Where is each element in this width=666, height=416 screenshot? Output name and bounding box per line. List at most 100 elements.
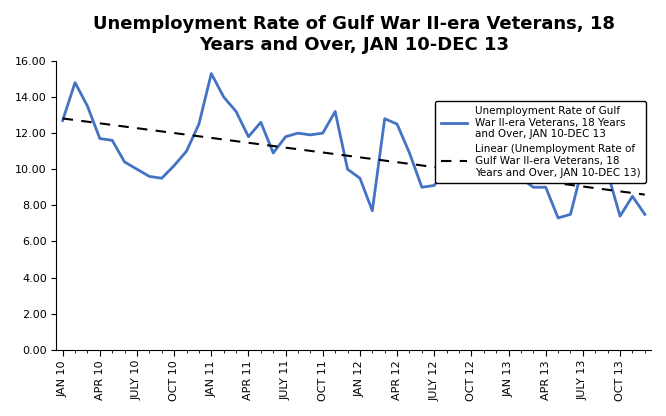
Unemployment Rate of Gulf
War II-era Veterans, 18 Years
and Over, JAN 10-DEC 13 bbox=[182, 149, 190, 154]
Linear (Unemployment Rate of
Gulf War II-era Veterans, 18
Years and Over, JAN 10-DEC 13) bbox=[455, 168, 463, 173]
Unemployment Rate of Gulf
War II-era Veterans, 18 Years
and Over, JAN 10-DEC 13 bbox=[368, 208, 376, 213]
Unemployment Rate of Gulf
War II-era Veterans, 18 Years
and Over, JAN 10-DEC 13 bbox=[96, 136, 104, 141]
Linear (Unemployment Rate of
Gulf War II-era Veterans, 18
Years and Over, JAN 10-DEC 13) bbox=[220, 137, 228, 142]
Linear (Unemployment Rate of
Gulf War II-era Veterans, 18
Years and Over, JAN 10-DEC 13) bbox=[59, 116, 67, 121]
Linear (Unemployment Rate of
Gulf War II-era Veterans, 18
Years and Over, JAN 10-DEC 13) bbox=[133, 126, 141, 131]
Unemployment Rate of Gulf
War II-era Veterans, 18 Years
and Over, JAN 10-DEC 13 bbox=[529, 185, 537, 190]
Unemployment Rate of Gulf
War II-era Veterans, 18 Years
and Over, JAN 10-DEC 13 bbox=[121, 159, 129, 164]
Linear (Unemployment Rate of
Gulf War II-era Veterans, 18
Years and Over, JAN 10-DEC 13) bbox=[83, 119, 91, 124]
Unemployment Rate of Gulf
War II-era Veterans, 18 Years
and Over, JAN 10-DEC 13 bbox=[381, 116, 389, 121]
Unemployment Rate of Gulf
War II-era Veterans, 18 Years
and Over, JAN 10-DEC 13 bbox=[591, 168, 599, 173]
Linear (Unemployment Rate of
Gulf War II-era Veterans, 18
Years and Over, JAN 10-DEC 13) bbox=[616, 189, 624, 194]
Unemployment Rate of Gulf
War II-era Veterans, 18 Years
and Over, JAN 10-DEC 13 bbox=[133, 167, 141, 172]
Unemployment Rate of Gulf
War II-era Veterans, 18 Years
and Over, JAN 10-DEC 13 bbox=[145, 174, 153, 179]
Linear (Unemployment Rate of
Gulf War II-era Veterans, 18
Years and Over, JAN 10-DEC 13) bbox=[121, 124, 129, 129]
Linear (Unemployment Rate of
Gulf War II-era Veterans, 18
Years and Over, JAN 10-DEC 13) bbox=[331, 151, 339, 156]
Linear (Unemployment Rate of
Gulf War II-era Veterans, 18
Years and Over, JAN 10-DEC 13) bbox=[158, 129, 166, 134]
Linear (Unemployment Rate of
Gulf War II-era Veterans, 18
Years and Over, JAN 10-DEC 13) bbox=[554, 181, 562, 186]
Linear (Unemployment Rate of
Gulf War II-era Veterans, 18
Years and Over, JAN 10-DEC 13) bbox=[492, 173, 500, 178]
Linear (Unemployment Rate of
Gulf War II-era Veterans, 18
Years and Over, JAN 10-DEC 13) bbox=[529, 178, 537, 183]
Linear (Unemployment Rate of
Gulf War II-era Veterans, 18
Years and Over, JAN 10-DEC 13) bbox=[579, 184, 587, 189]
Linear (Unemployment Rate of
Gulf War II-era Veterans, 18
Years and Over, JAN 10-DEC 13) bbox=[629, 191, 637, 196]
Linear (Unemployment Rate of
Gulf War II-era Veterans, 18
Years and Over, JAN 10-DEC 13) bbox=[418, 163, 426, 168]
Unemployment Rate of Gulf
War II-era Veterans, 18 Years
and Over, JAN 10-DEC 13 bbox=[517, 176, 525, 181]
Unemployment Rate of Gulf
War II-era Veterans, 18 Years
and Over, JAN 10-DEC 13 bbox=[282, 134, 290, 139]
Linear (Unemployment Rate of
Gulf War II-era Veterans, 18
Years and Over, JAN 10-DEC 13) bbox=[108, 122, 116, 127]
Linear (Unemployment Rate of
Gulf War II-era Veterans, 18
Years and Over, JAN 10-DEC 13) bbox=[71, 118, 79, 123]
Unemployment Rate of Gulf
War II-era Veterans, 18 Years
and Over, JAN 10-DEC 13 bbox=[418, 185, 426, 190]
Unemployment Rate of Gulf
War II-era Veterans, 18 Years
and Over, JAN 10-DEC 13 bbox=[207, 71, 215, 76]
Linear (Unemployment Rate of
Gulf War II-era Veterans, 18
Years and Over, JAN 10-DEC 13) bbox=[641, 192, 649, 197]
Linear (Unemployment Rate of
Gulf War II-era Veterans, 18
Years and Over, JAN 10-DEC 13) bbox=[591, 186, 599, 191]
Legend: Unemployment Rate of Gulf
War II-era Veterans, 18 Years
and Over, JAN 10-DEC 13,: Unemployment Rate of Gulf War II-era Vet… bbox=[436, 101, 646, 183]
Unemployment Rate of Gulf
War II-era Veterans, 18 Years
and Over, JAN 10-DEC 13 bbox=[629, 194, 637, 199]
Unemployment Rate of Gulf
War II-era Veterans, 18 Years
and Over, JAN 10-DEC 13 bbox=[344, 167, 352, 172]
Linear (Unemployment Rate of
Gulf War II-era Veterans, 18
Years and Over, JAN 10-DEC 13) bbox=[195, 134, 203, 139]
Linear (Unemployment Rate of
Gulf War II-era Veterans, 18
Years and Over, JAN 10-DEC 13) bbox=[541, 179, 549, 184]
Unemployment Rate of Gulf
War II-era Veterans, 18 Years
and Over, JAN 10-DEC 13 bbox=[603, 170, 611, 175]
Linear (Unemployment Rate of
Gulf War II-era Veterans, 18
Years and Over, JAN 10-DEC 13) bbox=[232, 139, 240, 144]
Linear (Unemployment Rate of
Gulf War II-era Veterans, 18
Years and Over, JAN 10-DEC 13) bbox=[282, 145, 290, 150]
Unemployment Rate of Gulf
War II-era Veterans, 18 Years
and Over, JAN 10-DEC 13 bbox=[331, 109, 339, 114]
Linear (Unemployment Rate of
Gulf War II-era Veterans, 18
Years and Over, JAN 10-DEC 13) bbox=[319, 150, 327, 155]
Unemployment Rate of Gulf
War II-era Veterans, 18 Years
and Over, JAN 10-DEC 13 bbox=[244, 134, 252, 139]
Unemployment Rate of Gulf
War II-era Veterans, 18 Years
and Over, JAN 10-DEC 13 bbox=[393, 121, 401, 126]
Linear (Unemployment Rate of
Gulf War II-era Veterans, 18
Years and Over, JAN 10-DEC 13) bbox=[603, 187, 611, 192]
Linear (Unemployment Rate of
Gulf War II-era Veterans, 18
Years and Over, JAN 10-DEC 13) bbox=[430, 165, 438, 170]
Line: Linear (Unemployment Rate of
Gulf War II-era Veterans, 18
Years and Over, JAN 10-DEC 13): Linear (Unemployment Rate of Gulf War II… bbox=[63, 119, 645, 195]
Linear (Unemployment Rate of
Gulf War II-era Veterans, 18
Years and Over, JAN 10-DEC 13) bbox=[393, 160, 401, 165]
Unemployment Rate of Gulf
War II-era Veterans, 18 Years
and Over, JAN 10-DEC 13 bbox=[319, 131, 327, 136]
Linear (Unemployment Rate of
Gulf War II-era Veterans, 18
Years and Over, JAN 10-DEC 13) bbox=[567, 182, 575, 187]
Linear (Unemployment Rate of
Gulf War II-era Veterans, 18
Years and Over, JAN 10-DEC 13) bbox=[182, 132, 190, 137]
Linear (Unemployment Rate of
Gulf War II-era Veterans, 18
Years and Over, JAN 10-DEC 13) bbox=[294, 147, 302, 152]
Linear (Unemployment Rate of
Gulf War II-era Veterans, 18
Years and Over, JAN 10-DEC 13) bbox=[381, 158, 389, 163]
Linear (Unemployment Rate of
Gulf War II-era Veterans, 18
Years and Over, JAN 10-DEC 13) bbox=[96, 121, 104, 126]
Unemployment Rate of Gulf
War II-era Veterans, 18 Years
and Over, JAN 10-DEC 13 bbox=[269, 151, 277, 156]
Linear (Unemployment Rate of
Gulf War II-era Veterans, 18
Years and Over, JAN 10-DEC 13) bbox=[207, 136, 215, 141]
Linear (Unemployment Rate of
Gulf War II-era Veterans, 18
Years and Over, JAN 10-DEC 13) bbox=[356, 155, 364, 160]
Unemployment Rate of Gulf
War II-era Veterans, 18 Years
and Over, JAN 10-DEC 13 bbox=[158, 176, 166, 181]
Line: Unemployment Rate of Gulf
War II-era Veterans, 18 Years
and Over, JAN 10-DEC 13: Unemployment Rate of Gulf War II-era Vet… bbox=[63, 74, 645, 218]
Linear (Unemployment Rate of
Gulf War II-era Veterans, 18
Years and Over, JAN 10-DEC 13) bbox=[517, 176, 525, 181]
Linear (Unemployment Rate of
Gulf War II-era Veterans, 18
Years and Over, JAN 10-DEC 13) bbox=[443, 166, 451, 171]
Unemployment Rate of Gulf
War II-era Veterans, 18 Years
and Over, JAN 10-DEC 13 bbox=[71, 80, 79, 85]
Linear (Unemployment Rate of
Gulf War II-era Veterans, 18
Years and Over, JAN 10-DEC 13) bbox=[257, 142, 265, 147]
Linear (Unemployment Rate of
Gulf War II-era Veterans, 18
Years and Over, JAN 10-DEC 13) bbox=[406, 161, 414, 166]
Unemployment Rate of Gulf
War II-era Veterans, 18 Years
and Over, JAN 10-DEC 13 bbox=[220, 94, 228, 99]
Unemployment Rate of Gulf
War II-era Veterans, 18 Years
and Over, JAN 10-DEC 13 bbox=[294, 131, 302, 136]
Linear (Unemployment Rate of
Gulf War II-era Veterans, 18
Years and Over, JAN 10-DEC 13) bbox=[306, 149, 314, 154]
Linear (Unemployment Rate of
Gulf War II-era Veterans, 18
Years and Over, JAN 10-DEC 13) bbox=[244, 140, 252, 145]
Unemployment Rate of Gulf
War II-era Veterans, 18 Years
and Over, JAN 10-DEC 13 bbox=[232, 109, 240, 114]
Unemployment Rate of Gulf
War II-era Veterans, 18 Years
and Over, JAN 10-DEC 13 bbox=[616, 214, 624, 219]
Unemployment Rate of Gulf
War II-era Veterans, 18 Years
and Over, JAN 10-DEC 13 bbox=[443, 165, 451, 170]
Unemployment Rate of Gulf
War II-era Veterans, 18 Years
and Over, JAN 10-DEC 13 bbox=[641, 212, 649, 217]
Linear (Unemployment Rate of
Gulf War II-era Veterans, 18
Years and Over, JAN 10-DEC 13) bbox=[170, 131, 178, 136]
Linear (Unemployment Rate of
Gulf War II-era Veterans, 18
Years and Over, JAN 10-DEC 13) bbox=[145, 127, 153, 132]
Unemployment Rate of Gulf
War II-era Veterans, 18 Years
and Over, JAN 10-DEC 13 bbox=[170, 163, 178, 168]
Unemployment Rate of Gulf
War II-era Veterans, 18 Years
and Over, JAN 10-DEC 13 bbox=[406, 151, 414, 156]
Unemployment Rate of Gulf
War II-era Veterans, 18 Years
and Over, JAN 10-DEC 13 bbox=[492, 178, 500, 183]
Linear (Unemployment Rate of
Gulf War II-era Veterans, 18
Years and Over, JAN 10-DEC 13) bbox=[480, 171, 488, 176]
Unemployment Rate of Gulf
War II-era Veterans, 18 Years
and Over, JAN 10-DEC 13 bbox=[195, 121, 203, 126]
Unemployment Rate of Gulf
War II-era Veterans, 18 Years
and Over, JAN 10-DEC 13 bbox=[83, 104, 91, 109]
Linear (Unemployment Rate of
Gulf War II-era Veterans, 18
Years and Over, JAN 10-DEC 13) bbox=[344, 153, 352, 158]
Unemployment Rate of Gulf
War II-era Veterans, 18 Years
and Over, JAN 10-DEC 13 bbox=[430, 183, 438, 188]
Unemployment Rate of Gulf
War II-era Veterans, 18 Years
and Over, JAN 10-DEC 13 bbox=[356, 176, 364, 181]
Unemployment Rate of Gulf
War II-era Veterans, 18 Years
and Over, JAN 10-DEC 13 bbox=[306, 132, 314, 137]
Linear (Unemployment Rate of
Gulf War II-era Veterans, 18
Years and Over, JAN 10-DEC 13) bbox=[505, 174, 513, 179]
Unemployment Rate of Gulf
War II-era Veterans, 18 Years
and Over, JAN 10-DEC 13 bbox=[554, 215, 562, 220]
Unemployment Rate of Gulf
War II-era Veterans, 18 Years
and Over, JAN 10-DEC 13 bbox=[567, 212, 575, 217]
Linear (Unemployment Rate of
Gulf War II-era Veterans, 18
Years and Over, JAN 10-DEC 13) bbox=[468, 169, 476, 174]
Linear (Unemployment Rate of
Gulf War II-era Veterans, 18
Years and Over, JAN 10-DEC 13) bbox=[368, 156, 376, 161]
Linear (Unemployment Rate of
Gulf War II-era Veterans, 18
Years and Over, JAN 10-DEC 13) bbox=[269, 144, 277, 149]
Unemployment Rate of Gulf
War II-era Veterans, 18 Years
and Over, JAN 10-DEC 13 bbox=[257, 120, 265, 125]
Title: Unemployment Rate of Gulf War II-era Veterans, 18
Years and Over, JAN 10-DEC 13: Unemployment Rate of Gulf War II-era Vet… bbox=[93, 15, 615, 54]
Unemployment Rate of Gulf
War II-era Veterans, 18 Years
and Over, JAN 10-DEC 13 bbox=[59, 118, 67, 123]
Unemployment Rate of Gulf
War II-era Veterans, 18 Years
and Over, JAN 10-DEC 13 bbox=[541, 185, 549, 190]
Unemployment Rate of Gulf
War II-era Veterans, 18 Years
and Over, JAN 10-DEC 13 bbox=[108, 138, 116, 143]
Unemployment Rate of Gulf
War II-era Veterans, 18 Years
and Over, JAN 10-DEC 13 bbox=[579, 163, 587, 168]
Unemployment Rate of Gulf
War II-era Veterans, 18 Years
and Over, JAN 10-DEC 13 bbox=[480, 178, 488, 183]
Unemployment Rate of Gulf
War II-era Veterans, 18 Years
and Over, JAN 10-DEC 13 bbox=[455, 163, 463, 168]
Unemployment Rate of Gulf
War II-era Veterans, 18 Years
and Over, JAN 10-DEC 13 bbox=[505, 134, 513, 139]
Unemployment Rate of Gulf
War II-era Veterans, 18 Years
and Over, JAN 10-DEC 13 bbox=[468, 176, 476, 181]
